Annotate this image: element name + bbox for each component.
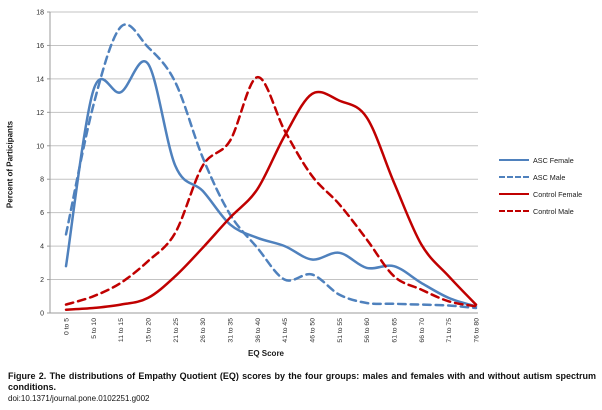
legend-line-sample-asc-male — [499, 176, 529, 178]
caption-doi: doi:10.1371/journal.pone.0102251.g002 — [8, 394, 150, 403]
legend-line-sample-control-male — [499, 210, 529, 212]
series-line-control-male — [64, 75, 478, 308]
y-tick-label: 16 — [36, 43, 44, 50]
legend-line-sample-asc-female — [499, 159, 529, 161]
y-tick-label: 12 — [36, 110, 44, 117]
y-tick-label: 4 — [40, 244, 44, 251]
x-axis-tick-labels: 0 to 5 5 to 10 11 to 15 15 to 20 21 to 25 26 … — [64, 318, 481, 343]
x-tick-label: 66 to 70 — [419, 318, 426, 343]
x-tick-label: 15 to 20 — [146, 318, 153, 343]
legend-item-asc-male: ASC Male — [499, 172, 582, 182]
y-tick-label: 10 — [36, 143, 44, 150]
x-tick-label: 21 to 25 — [173, 318, 180, 343]
x-axis-title: EQ Score — [247, 349, 284, 358]
x-tick-label: 31 to 35 — [228, 318, 235, 343]
y-tick-label: 14 — [36, 76, 44, 83]
legend-label: Control Male — [533, 206, 574, 216]
x-tick-label: 0 to 5 — [64, 318, 71, 335]
legend-label: ASC Male — [533, 172, 566, 182]
x-tick-label: 61 to 65 — [392, 318, 399, 343]
x-tick-label: 26 to 30 — [200, 318, 207, 343]
y-axis-title: Percent of Participants — [5, 120, 15, 209]
legend-line-sample-control-female — [499, 193, 529, 195]
caption-body: The distributions of Empathy Quotient (E… — [8, 371, 596, 392]
x-tick-label: 71 to 75 — [446, 318, 453, 343]
legend-item-control-female: Control Female — [499, 189, 582, 199]
series-line-asc-male — [64, 23, 478, 310]
legend-label: ASC Female — [533, 155, 574, 165]
x-tick-label: 51 to 55 — [337, 318, 344, 343]
legend-item-control-male: Control Male — [499, 206, 582, 216]
y-tick-label: 8 — [40, 177, 44, 184]
legend-item-asc-female: ASC Female — [499, 155, 582, 165]
x-tick-label: 11 to 15 — [118, 318, 125, 342]
x-tick-label: 56 to 60 — [364, 318, 371, 343]
x-tick-label: 41 to 45 — [282, 318, 289, 343]
x-tick-label: 46 to 50 — [310, 318, 317, 343]
x-tick-label: 36 to 40 — [255, 318, 262, 343]
x-tick-label: 5 to 10 — [91, 318, 98, 339]
figure-caption: Figure 2. The distributions of Empathy Q… — [8, 371, 596, 404]
caption-figure-label: Figure 2. — [8, 371, 47, 381]
legend-label: Control Female — [533, 189, 583, 199]
y-tick-label: 6 — [40, 210, 44, 217]
caption-text: Figure 2. The distributions of Empathy Q… — [8, 371, 596, 393]
eq-distribution-chart: 0 2 4 6 8 10 12 14 16 18 0 to 5 5 to 10 11 to 15 15 t… — [36, 10, 481, 343]
chart-legend: ASC Female ASC Male Control Female Contr… — [499, 155, 582, 216]
y-tick-label: 18 — [36, 10, 44, 17]
y-axis-tick-labels: 0 2 4 6 8 10 12 14 16 18 — [36, 10, 44, 318]
x-tick-label: 76 to 80 — [474, 318, 481, 343]
y-tick-label: 2 — [40, 277, 44, 284]
y-tick-label: 0 — [40, 311, 44, 318]
series-line-asc-female — [64, 60, 478, 308]
gridlines — [47, 11, 478, 314]
series-line-control-female — [64, 90, 478, 311]
